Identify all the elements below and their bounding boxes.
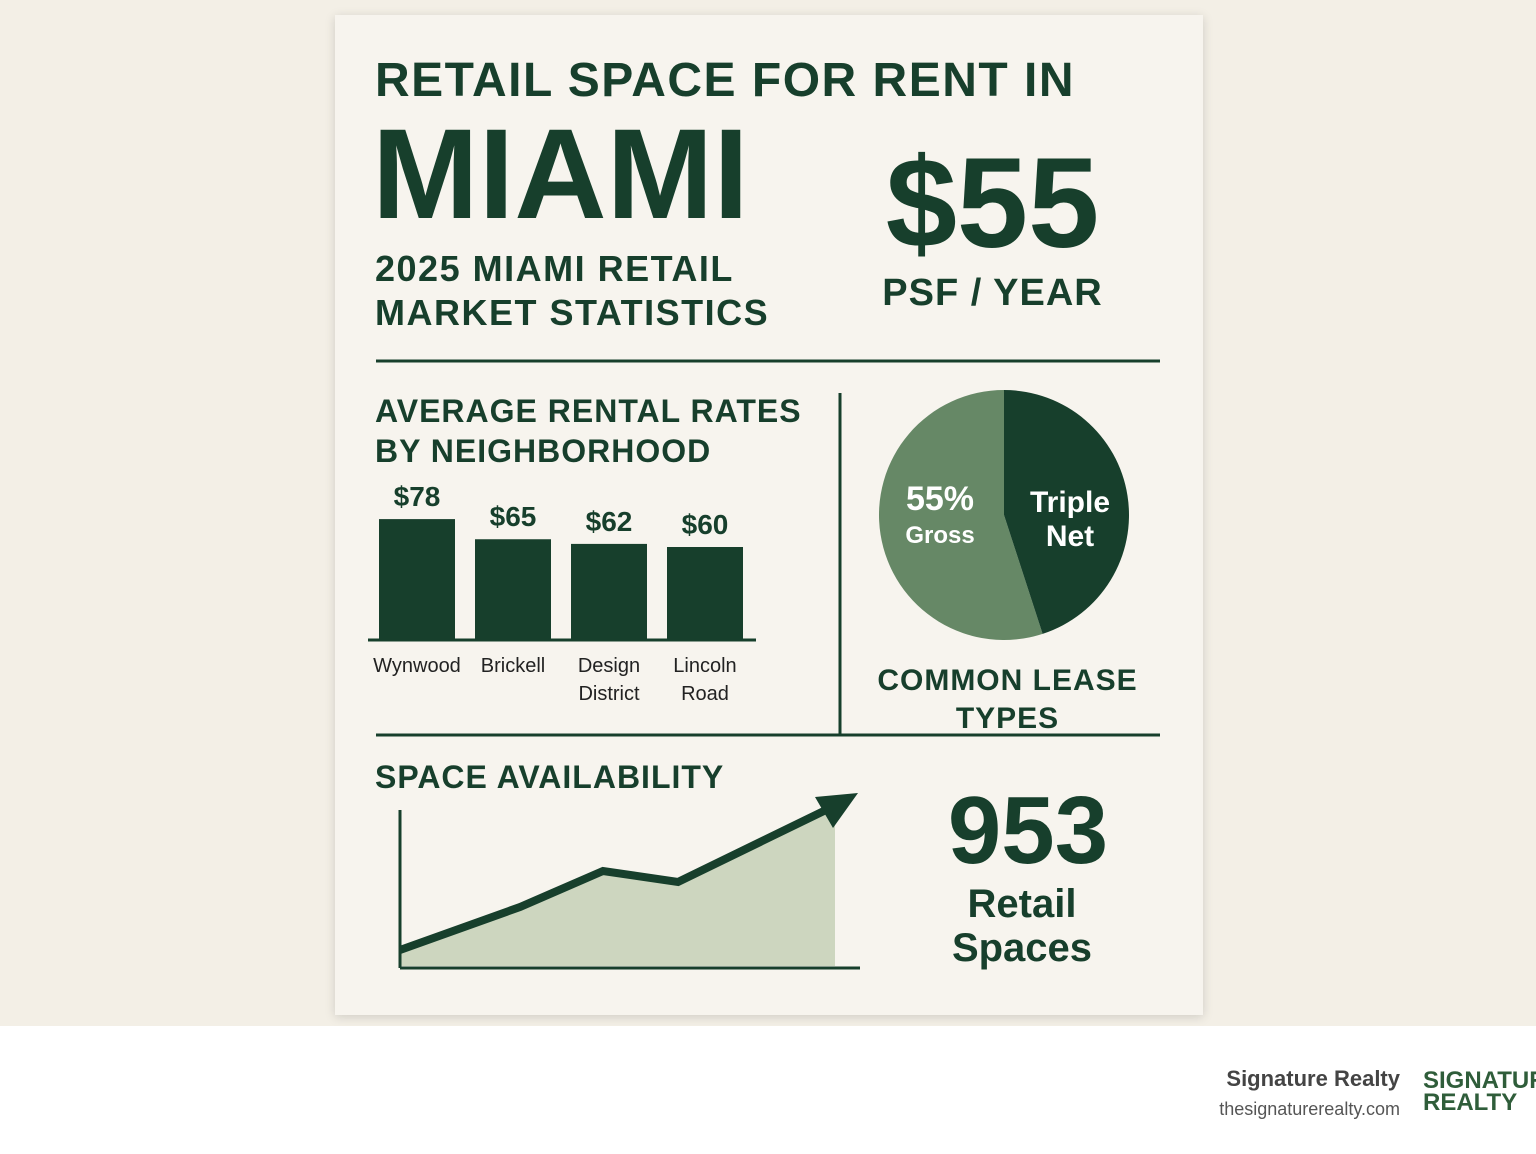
- company-name: Signature Realty: [1226, 1066, 1400, 1091]
- area-illustration: [400, 805, 835, 966]
- subtitle: 2025 MIAMI RETAIL MARKET STATISTICS: [375, 248, 770, 333]
- bar: [571, 543, 647, 640]
- pie-slice: [878, 390, 1043, 641]
- x-tick-label: Wynwood: [373, 655, 461, 677]
- rent-unit: PSF / YEAR: [882, 272, 1103, 314]
- graphics: [368, 359, 1160, 970]
- rent-value: $55: [885, 132, 1100, 275]
- logo-bottom: REALTY: [1423, 1089, 1518, 1115]
- pie-slice: [1004, 390, 1129, 634]
- bar: [475, 539, 551, 640]
- bar: [379, 519, 455, 640]
- bar-value-label: $60: [681, 509, 729, 540]
- arrow-head: [815, 793, 858, 828]
- bar-value-label: $62: [585, 505, 633, 537]
- footer: Signature Realty thesignaturerealty.com …: [0, 1026, 1536, 1154]
- city: MIAMI: [372, 103, 749, 246]
- bar-value-label: $78: [393, 481, 441, 513]
- x-tick-label: Design District: [577, 655, 641, 705]
- bar-title: AVERAGE RENTAL RATES BY NEIGHBORHOOD: [375, 393, 802, 469]
- title: RETAIL SPACE FOR RENT IN: [375, 54, 1076, 107]
- bar: [667, 547, 743, 640]
- trend-line: [398, 804, 832, 954]
- availability-title: SPACE AVAILABILITY: [375, 759, 725, 795]
- pie-label: Gross: [905, 522, 975, 549]
- pie-label: Triple Net: [1029, 486, 1111, 553]
- x-tick-label: Brickell: [480, 655, 546, 677]
- bar-value-label: $65: [489, 501, 537, 533]
- space-count: 953: [947, 777, 1109, 884]
- pie-value-label: 55%: [905, 480, 975, 518]
- website: thesignaturerealty.com: [1219, 1099, 1400, 1119]
- space-unit: Retail Spaces: [951, 882, 1093, 970]
- pie-title: COMMON LEASE TYPES: [877, 664, 1138, 735]
- x-tick-label: Lincoln Road: [673, 655, 737, 705]
